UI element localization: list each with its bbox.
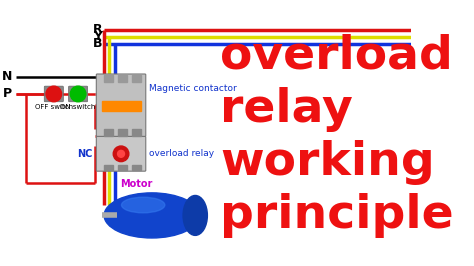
Bar bbox=[118, 165, 127, 170]
Ellipse shape bbox=[121, 197, 165, 213]
Circle shape bbox=[46, 86, 62, 102]
Bar bbox=[101, 101, 141, 111]
Circle shape bbox=[118, 150, 125, 157]
Text: OFF switch: OFF switch bbox=[35, 104, 73, 110]
Text: Motor: Motor bbox=[120, 179, 152, 189]
Bar bbox=[104, 75, 113, 82]
Text: overload relay: overload relay bbox=[149, 149, 214, 158]
Text: R: R bbox=[93, 23, 102, 36]
Text: ON switch: ON switch bbox=[60, 104, 96, 110]
Text: working: working bbox=[220, 140, 435, 185]
FancyBboxPatch shape bbox=[96, 136, 146, 171]
Bar bbox=[118, 129, 127, 136]
Bar bbox=[132, 129, 141, 136]
Text: B: B bbox=[93, 37, 102, 50]
Text: P: P bbox=[3, 88, 12, 101]
Ellipse shape bbox=[104, 193, 200, 238]
Text: NC: NC bbox=[77, 149, 93, 159]
Bar bbox=[118, 75, 127, 82]
Text: N: N bbox=[2, 70, 12, 83]
Ellipse shape bbox=[183, 196, 207, 235]
Text: overload: overload bbox=[220, 34, 453, 79]
Bar bbox=[104, 129, 113, 136]
Text: relay: relay bbox=[220, 87, 353, 132]
Circle shape bbox=[70, 86, 86, 102]
Text: Y: Y bbox=[93, 30, 102, 43]
FancyBboxPatch shape bbox=[69, 86, 88, 102]
Bar bbox=[104, 165, 113, 170]
Text: principle: principle bbox=[220, 193, 454, 238]
FancyBboxPatch shape bbox=[44, 86, 64, 102]
Bar bbox=[132, 75, 141, 82]
FancyBboxPatch shape bbox=[96, 74, 146, 136]
Bar bbox=[132, 165, 141, 170]
Circle shape bbox=[113, 146, 129, 162]
Text: Magnetic contactor: Magnetic contactor bbox=[149, 84, 237, 93]
